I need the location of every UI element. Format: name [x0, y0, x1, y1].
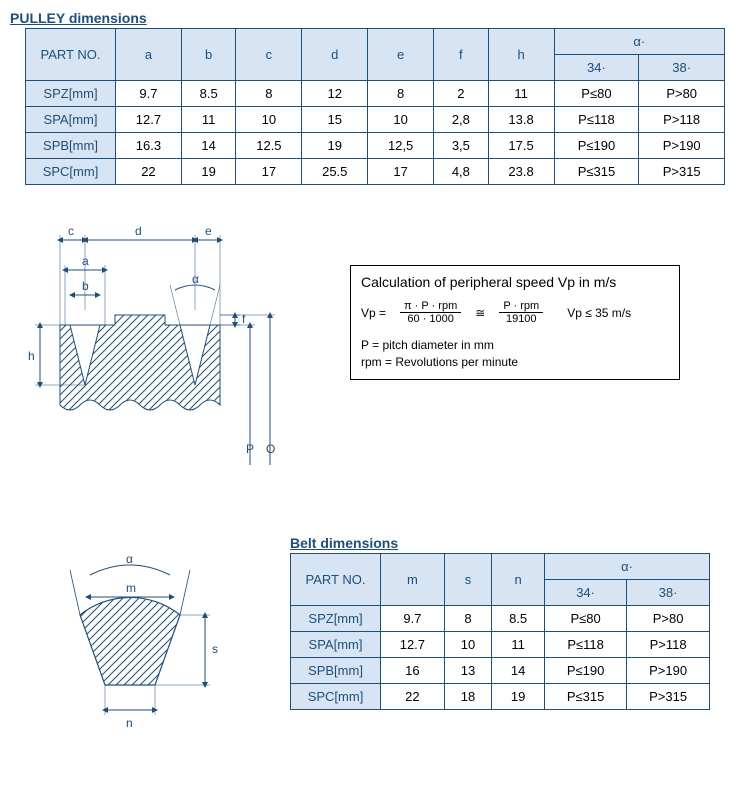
- table-row: SPC[mm]22191725.5174,823.8P≤315P>315: [26, 159, 725, 185]
- pulley-h-38: 38·: [639, 55, 725, 81]
- pulley-h-alpha: α·: [554, 29, 724, 55]
- pulley-title: PULLEY dimensions: [10, 10, 720, 26]
- pulley-h-a: a: [116, 29, 182, 81]
- pulley-h-c: c: [236, 29, 302, 81]
- table-row: SPB[mm]16.31412.51912,53,517.5P≤190P>190: [26, 133, 725, 159]
- pulley-h-d: d: [302, 29, 368, 81]
- belt-diagram: α m s n: [10, 535, 260, 735]
- belt-h-n: n: [492, 554, 545, 606]
- pulley-table: PART NO. a b c d e f h α· 34· 38· SPZ[mm…: [25, 28, 725, 185]
- svg-text:c: c: [68, 224, 74, 238]
- table-row: SPB[mm]161314P≤190P>190: [291, 658, 710, 684]
- belt-h-s: s: [444, 554, 491, 606]
- calc-title: Calculation of peripheral speed Vp in m/…: [361, 274, 669, 290]
- svg-text:O: O: [266, 442, 275, 456]
- svg-text:P: P: [246, 442, 254, 456]
- calc-defs: P = pitch diameter in mm rpm = Revolutio…: [361, 337, 669, 371]
- belt-table: PART NO. m s n α· 34· 38· SPZ[mm]9.788.5…: [290, 553, 710, 710]
- table-row: SPA[mm]12.71011P≤118P>118: [291, 632, 710, 658]
- belt-h-partno: PART NO.: [291, 554, 381, 606]
- table-row: SPZ[mm]9.788.5P≤80P>80: [291, 606, 710, 632]
- table-row: SPA[mm]12.7111015102,813.8P≤118P>118: [26, 107, 725, 133]
- belt-h-alpha: α·: [545, 554, 710, 580]
- svg-text:α: α: [126, 552, 133, 566]
- calc-box: Calculation of peripheral speed Vp in m/…: [350, 265, 680, 380]
- pulley-diagram: c d e a b α f h P O: [10, 205, 310, 485]
- calc-formula: Vp = π · P · rpm60 · 1000 ≅ P · rpm19100…: [361, 300, 669, 325]
- table-row: SPZ[mm]9.78.58128211P≤80P>80: [26, 81, 725, 107]
- svg-text:a: a: [82, 254, 89, 268]
- svg-text:α: α: [192, 272, 199, 286]
- pulley-h-e: e: [368, 29, 434, 81]
- pulley-h-b: b: [181, 29, 236, 81]
- pulley-h-34: 34·: [554, 55, 639, 81]
- pulley-h-h: h: [488, 29, 554, 81]
- belt-h-38: 38·: [627, 580, 710, 606]
- svg-text:n: n: [126, 716, 133, 730]
- svg-text:s: s: [212, 642, 218, 656]
- svg-text:d: d: [135, 224, 142, 238]
- svg-text:f: f: [242, 312, 246, 326]
- pulley-h-partno: PART NO.: [26, 29, 116, 81]
- belt-h-m: m: [381, 554, 445, 606]
- table-row: SPC[mm]221819P≤315P>315: [291, 684, 710, 710]
- svg-text:e: e: [205, 224, 212, 238]
- belt-title: Belt dimensions: [290, 535, 710, 551]
- svg-text:m: m: [126, 581, 136, 595]
- svg-text:b: b: [82, 279, 89, 293]
- pulley-h-f: f: [434, 29, 489, 81]
- svg-text:h: h: [28, 349, 35, 363]
- belt-h-34: 34·: [545, 580, 627, 606]
